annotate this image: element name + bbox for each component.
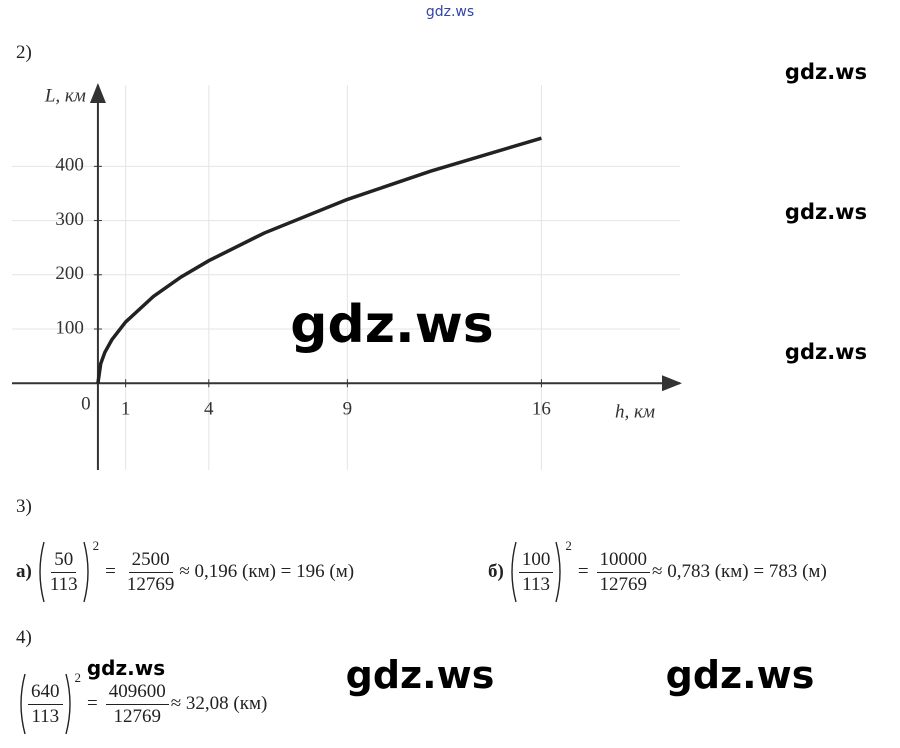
y-tick-label: 200 [55, 263, 84, 284]
curve [96, 136, 542, 384]
watermark: gdz.ws [784, 60, 868, 84]
watermark: gdz.ws [665, 653, 815, 697]
y-tick-label: 100 [55, 317, 84, 338]
x-tick-label: 4 [204, 399, 214, 420]
expression: 640 113 2 = 409600 12769 ≈ 32,08 (км) [16, 670, 268, 736]
numerator: 10000 [596, 548, 651, 573]
expression: б) 100 113 2 = 10000 12769 ≈ 0,783 (км) = 783 (… [488, 538, 827, 604]
equals: = [87, 693, 98, 714]
result-tail: ≈ 0,783 (км) = 783 (м) [652, 561, 827, 582]
item-label: а) [16, 561, 32, 582]
numerator: 409600 [105, 680, 169, 705]
numerator: 2500 [128, 548, 173, 573]
denominator: 12769 [599, 573, 648, 595]
fraction: 100 113 [518, 548, 554, 597]
result-tail: ≈ 32,08 (км) [170, 693, 268, 714]
parenthesis [64, 673, 71, 735]
denominator: 113 [31, 705, 60, 727]
parenthesis [20, 673, 26, 735]
result-tail: ≈ 0,196 (км) = 196 (м) [179, 561, 355, 582]
part-label: 3) [16, 496, 32, 517]
denominator: 12769 [126, 573, 175, 595]
watermark: gdz.ws [86, 656, 166, 680]
watermark: gdz.ws [784, 340, 868, 364]
x-axis-label: h, км [615, 401, 655, 422]
watermark: gdz.ws [425, 4, 475, 20]
fraction: 2500 12769 [124, 548, 178, 597]
denominator: 12769 [113, 705, 161, 727]
y-tick-label: 300 [55, 209, 84, 230]
chart: 100 200 300 400 1 4 9 16 0 L, км h, км [12, 83, 682, 470]
origin-label: 0 [81, 394, 91, 415]
x-tick-label: 16 [532, 399, 551, 420]
watermark: gdz.ws [784, 200, 868, 224]
parenthesis [511, 541, 517, 603]
denominator: 113 [49, 573, 78, 595]
equals: = [577, 561, 589, 582]
numerator: 100 [518, 548, 554, 573]
part-label: 4) [16, 627, 32, 648]
fraction: 409600 12769 [105, 680, 169, 729]
x-tick-label: 1 [121, 399, 131, 420]
exponent: 2 [565, 538, 572, 553]
item-label: б) [488, 561, 504, 582]
denominator: 113 [522, 573, 550, 595]
exponent: 2 [92, 538, 100, 553]
part-label: 2) [16, 42, 32, 63]
x-tick-label: 9 [343, 399, 353, 420]
exponent: 2 [74, 670, 82, 685]
fraction: 10000 12769 [596, 548, 651, 597]
watermark: gdz.ws [290, 295, 494, 355]
numerator: 50 [51, 548, 77, 573]
fraction: 640 113 [28, 680, 63, 729]
equals: = [105, 561, 116, 582]
parenthesis [39, 541, 45, 603]
y-axis-label: L, км [44, 85, 86, 106]
y-tick-label: 400 [55, 155, 84, 176]
parenthesis [82, 541, 89, 603]
expression: а) 50 113 2 = 2500 12769 ≈ 0,196 (км) = 196 (м) [16, 538, 355, 604]
fraction: 50 113 [47, 548, 81, 597]
watermark: gdz.ws [345, 653, 495, 697]
parenthesis [555, 541, 562, 603]
numerator: 640 [28, 680, 63, 705]
